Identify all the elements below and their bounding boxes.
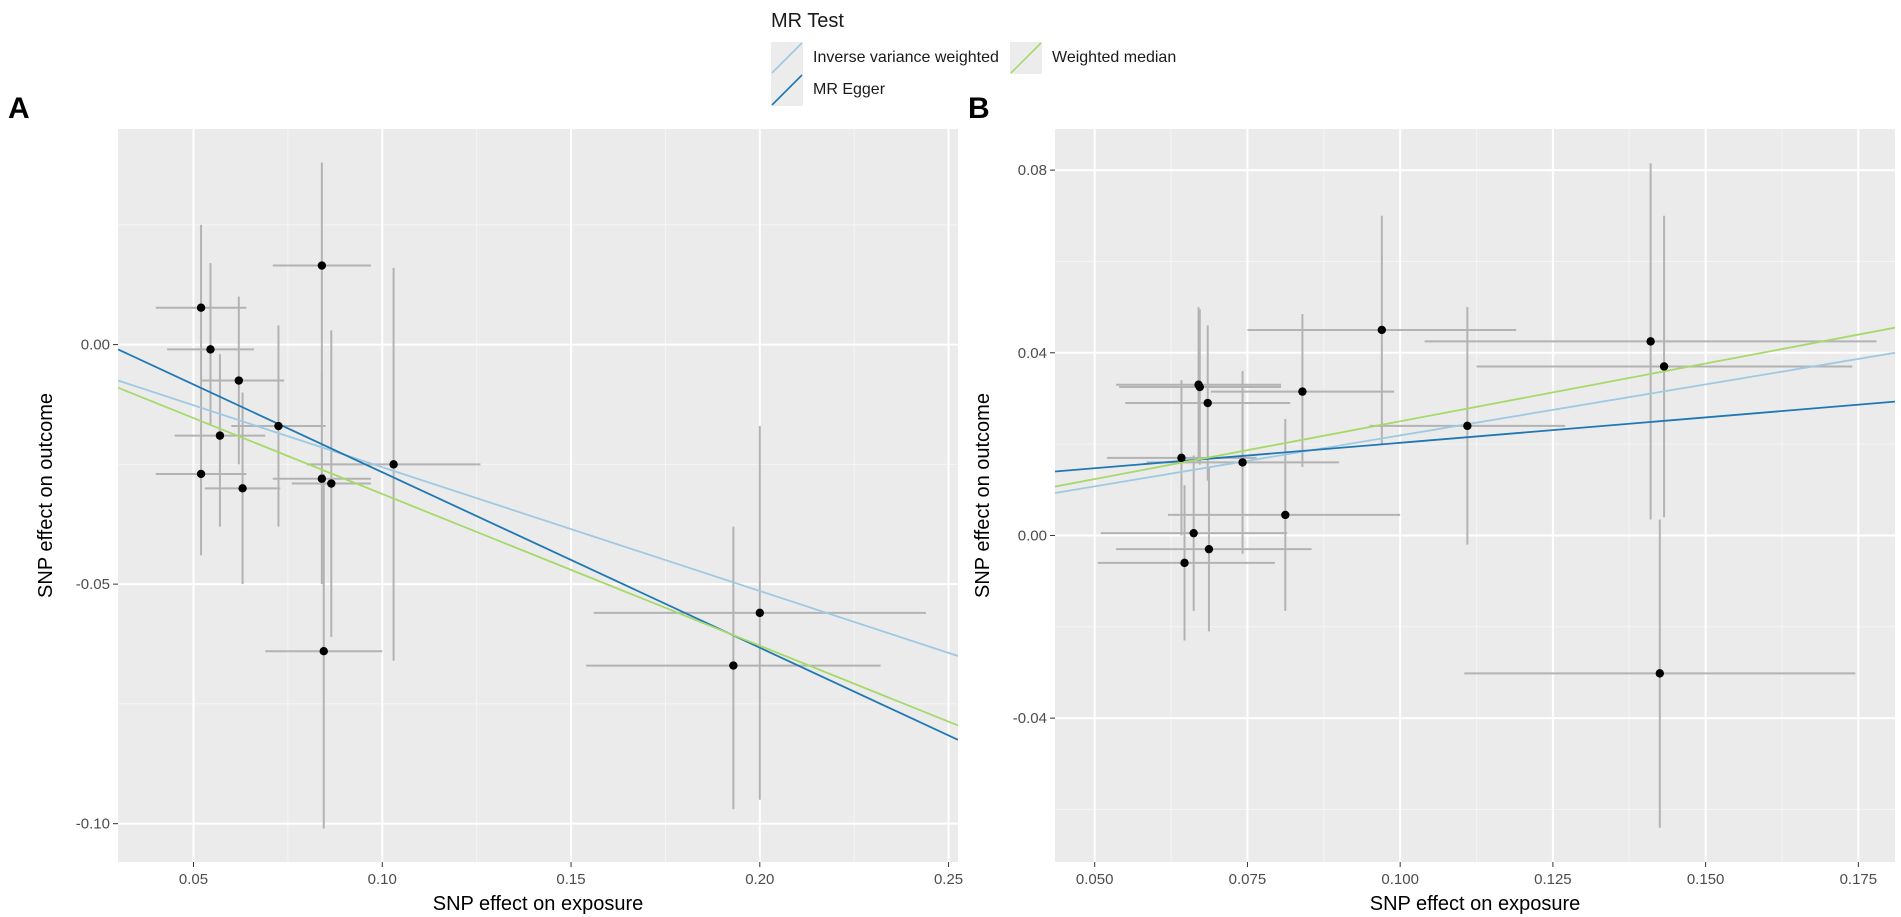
regression-line-weighted-median: [118, 386, 958, 727]
y-tick-label: 0.08: [1018, 162, 1047, 179]
y-axis-title: SNP effect on outcome: [35, 393, 57, 598]
data-point: [1238, 458, 1247, 467]
y-tick-label: 0.04: [1018, 345, 1047, 362]
panel-a: 0.05 0.10 0.15 0.20 0.25 -0.10 -0.05 0.00 SNP ef…: [35, 129, 963, 915]
x-tick-label: 0.150: [1687, 871, 1725, 888]
x-tick-label: 0.075: [1229, 871, 1267, 888]
plot-area: [1055, 163, 1895, 828]
data-point: [196, 469, 206, 479]
legend-title: MR Test: [771, 10, 844, 32]
legend-key-line-ivw: [771, 42, 803, 74]
data-point: [1204, 544, 1214, 554]
data-point: [1281, 510, 1290, 520]
legend: MR Test Inverse variance weighted MR Egg…: [771, 8, 1211, 108]
x-tick-label: 0.10: [368, 871, 397, 888]
x-tick-label: 0.25: [934, 871, 963, 888]
panel-label-b: B: [968, 92, 990, 125]
x-tick-label: 0.15: [556, 871, 585, 888]
y-tick-label: -0.04: [1013, 710, 1047, 727]
x-axis-title: SNP effect on exposure: [433, 893, 644, 915]
data-point: [327, 479, 336, 488]
legend-label-ivw: Inverse variance weighted: [813, 49, 999, 66]
regression-line-inverse-variance-weighted: [118, 379, 958, 657]
data-point: [317, 261, 327, 270]
legend-key-weighted-median: [1010, 42, 1042, 74]
data-point: [1463, 421, 1472, 431]
data-point: [389, 460, 398, 469]
data-point: [1177, 453, 1186, 463]
panel-background: [118, 129, 958, 862]
data-point: [317, 474, 327, 483]
panel-label-a: A: [8, 92, 30, 125]
panel-background: [1055, 129, 1895, 862]
x-tick-label: 0.05: [179, 871, 208, 888]
legend-label-mr-egger: MR Egger: [813, 81, 886, 98]
data-point: [1189, 528, 1198, 538]
regression-line-mr-egger: [118, 348, 958, 741]
x-tick-label: 0.175: [1840, 871, 1878, 888]
data-point: [1655, 669, 1665, 678]
data-point: [1203, 398, 1212, 408]
x-tick-label: 0.050: [1076, 871, 1114, 888]
data-point: [755, 608, 764, 618]
data-point: [1646, 337, 1655, 346]
data-point: [215, 431, 225, 440]
data-point: [234, 376, 244, 385]
y-axis-title: SNP effect on outcome: [972, 393, 994, 598]
legend-key-line-mr-egger: [771, 74, 803, 106]
x-tick-label: 0.125: [1534, 871, 1572, 888]
regression-line-inverse-variance-weighted: [1055, 351, 1895, 494]
y-tick-label: 0.00: [81, 337, 110, 354]
legend-key-ivw: [771, 42, 803, 74]
x-axis-title: SNP effect on exposure: [1370, 893, 1581, 915]
plot-area: [118, 162, 958, 829]
data-point: [319, 647, 328, 656]
data-point: [238, 484, 247, 493]
legend-label-weighted-median: Weighted median: [1052, 49, 1177, 66]
y-tick-label: 0.00: [1018, 527, 1047, 544]
data-point: [1298, 387, 1307, 396]
x-tick-label: 0.100: [1381, 871, 1419, 888]
data-point: [729, 661, 738, 670]
y-tick-label: -0.05: [76, 576, 110, 593]
data-point: [196, 303, 206, 312]
legend-key-mr-egger: [771, 74, 803, 106]
y-tick-label: -0.10: [76, 816, 110, 833]
data-point: [1180, 558, 1189, 568]
data-point: [1659, 362, 1669, 371]
data-point: [206, 345, 215, 354]
x-tick-label: 0.20: [745, 871, 774, 888]
data-point: [274, 421, 283, 431]
data-point: [1195, 382, 1204, 392]
data-point: [1377, 325, 1387, 335]
panel-b: 0.050 0.075 0.100 0.125 0.150 0.175 -0.04 0.00 0…: [972, 129, 1895, 915]
regression-line-weighted-median: [1055, 326, 1895, 488]
legend-key-line-weighted-median: [1010, 42, 1042, 74]
